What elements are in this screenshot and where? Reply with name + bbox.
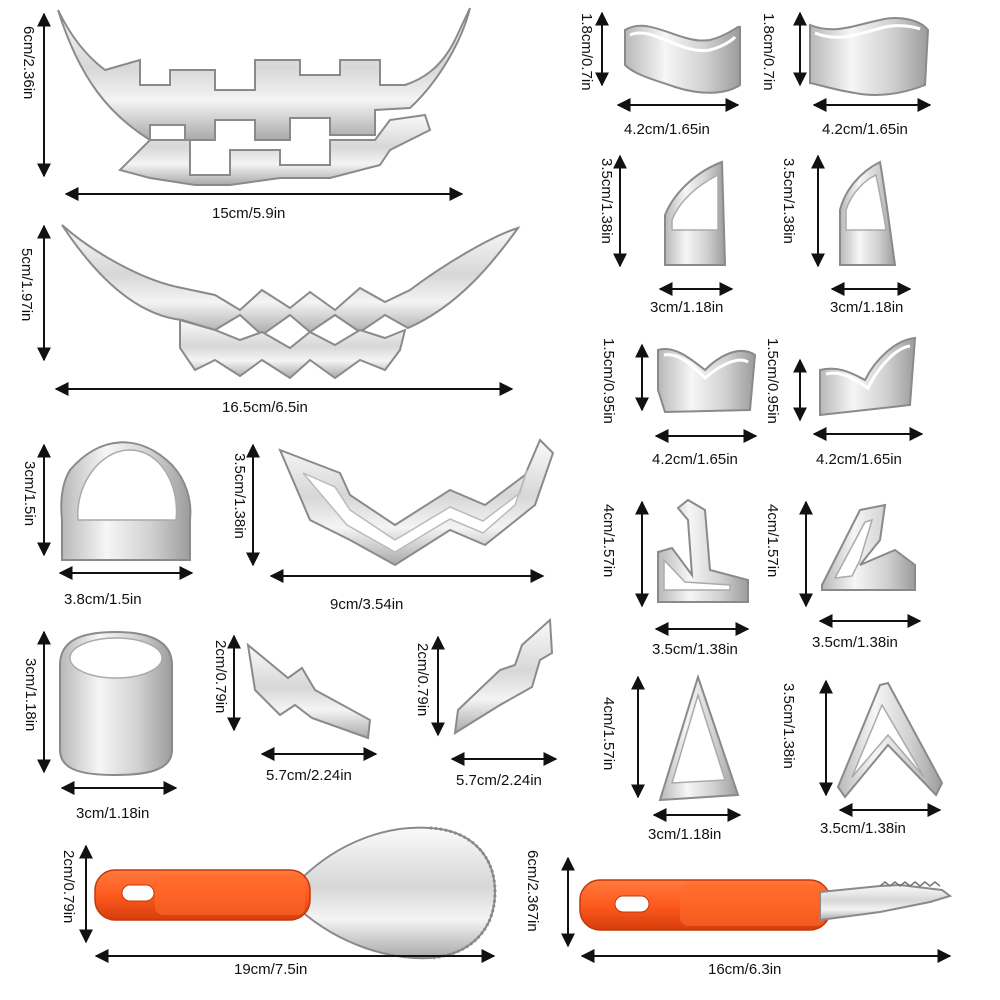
triangle-tall-dimension-lines bbox=[631, 675, 742, 822]
mouth-wide-icon bbox=[61, 224, 521, 380]
arrowhead-height-label: 3.5cm/1.38in bbox=[780, 683, 797, 769]
triangle-tall-icon bbox=[658, 673, 740, 802]
brow-left-dimension-lines bbox=[595, 11, 740, 112]
eye-slash-right-icon bbox=[453, 617, 554, 735]
arrowhead-width-label: 3.5cm/1.38in bbox=[820, 820, 906, 837]
mouth-zigzag-cutter: 3.5cm/1.38in 9cm/3.54in bbox=[215, 425, 560, 620]
saw-tool: 6cm/2.367in 16cm/6.3in bbox=[520, 820, 1000, 1000]
triangle-round-cutter: 3cm/1.5in 3.8cm/1.5in bbox=[0, 425, 215, 615]
check-right-cutter: 4cm/1.57in 3.5cm/1.38in bbox=[760, 490, 940, 655]
eye-slash-left-width-label: 5.7cm/2.24in bbox=[266, 767, 352, 784]
leaf-right-cutter: 3.5cm/1.38in 3cm/1.18in bbox=[760, 150, 940, 320]
arrowhead-dimension-lines bbox=[819, 679, 942, 817]
mouth-zigzag-width-label: 9cm/3.54in bbox=[330, 596, 404, 613]
eye-slash-right-height-label: 2cm/0.79in bbox=[414, 643, 431, 717]
scoop-tool-dimension-lines bbox=[79, 844, 496, 963]
saw-tool-dimension-lines bbox=[561, 856, 952, 963]
leaf-left-height-label: 3.5cm/1.38in bbox=[598, 158, 615, 244]
check-right-dimension-lines bbox=[799, 500, 922, 628]
triangle-tall-height-label: 4cm/1.57in bbox=[600, 697, 617, 771]
mouth-fangs-width-label: 15cm/5.9in bbox=[212, 205, 286, 222]
brow-left-icon bbox=[624, 24, 741, 94]
wing-right-dimension-lines bbox=[793, 358, 924, 441]
scoop-tool-width-label: 19cm/7.5in bbox=[234, 961, 308, 978]
saw-tool-icon bbox=[579, 879, 953, 931]
leaf-left-cutter: 3.5cm/1.38in 3cm/1.18in bbox=[580, 150, 760, 320]
check-right-height-label: 4cm/1.57in bbox=[764, 504, 781, 578]
mouth-fangs-height-label: 6cm/2.36in bbox=[20, 26, 37, 100]
arrowhead-icon bbox=[836, 681, 944, 799]
mouth-fangs-cutter: 6cm/2.36in 15cm/5.9in bbox=[0, 0, 500, 225]
triangle-round-icon bbox=[60, 441, 192, 561]
brow-right-icon bbox=[809, 17, 930, 96]
saw-tool-width-label: 16cm/6.3in bbox=[708, 961, 782, 978]
triangle-round-height-label: 3cm/1.5in bbox=[21, 461, 38, 527]
check-left-dimension-lines bbox=[635, 500, 750, 636]
eye-slash-left-icon bbox=[246, 642, 372, 740]
eye-slash-left-cutter: 2cm/0.79in 5.7cm/2.24in bbox=[200, 620, 400, 790]
saw-tool-height-label: 6cm/2.367in bbox=[524, 850, 541, 932]
brow-right-cutter: 1.8cm/0.7in 4.2cm/1.65in bbox=[760, 5, 940, 145]
mouth-zigzag-height-label: 3.5cm/1.38in bbox=[231, 453, 248, 539]
wing-left-dimension-lines bbox=[635, 343, 758, 443]
circle-icon bbox=[59, 630, 173, 777]
leaf-right-icon bbox=[839, 160, 897, 266]
brow-left-width-label: 4.2cm/1.65in bbox=[624, 121, 710, 138]
brow-left-cutter: 1.8cm/0.7in 4.2cm/1.65in bbox=[578, 5, 760, 145]
triangle-round-dimension-lines bbox=[37, 443, 194, 580]
scoop-tool-height-label: 2cm/0.79in bbox=[60, 850, 77, 924]
check-left-icon bbox=[657, 498, 749, 603]
eye-slash-right-width-label: 5.7cm/2.24in bbox=[456, 772, 542, 789]
brow-left-height-label: 1.8cm/0.7in bbox=[578, 13, 595, 91]
mouth-wide-dimension-lines bbox=[37, 224, 514, 396]
wing-right-height-label: 1.5cm/0.95in bbox=[764, 338, 781, 424]
wing-right-width-label: 4.2cm/1.65in bbox=[816, 451, 902, 468]
leaf-right-dimension-lines bbox=[811, 154, 912, 296]
mouth-wide-height-label: 5cm/1.97in bbox=[18, 248, 35, 322]
triangle-round-width-label: 3.8cm/1.5in bbox=[64, 591, 142, 608]
check-left-width-label: 3.5cm/1.38in bbox=[652, 641, 738, 658]
wing-right-icon bbox=[819, 336, 917, 417]
leaf-left-width-label: 3cm/1.18in bbox=[650, 299, 724, 316]
mouth-wide-width-label: 16.5cm/6.5in bbox=[222, 399, 308, 416]
mouth-zigzag-icon bbox=[278, 438, 555, 567]
leaf-right-width-label: 3cm/1.18in bbox=[830, 299, 904, 316]
triangle-tall-width-label: 3cm/1.18in bbox=[648, 826, 722, 843]
eye-slash-right-dimension-lines bbox=[431, 635, 558, 766]
mouth-fangs-icon bbox=[57, 7, 471, 186]
triangle-tall-cutter: 4cm/1.57in 3cm/1.18in bbox=[580, 665, 760, 845]
wing-left-icon bbox=[657, 348, 757, 414]
brow-right-width-label: 4.2cm/1.65in bbox=[822, 121, 908, 138]
circle-cutter: 3cm/1.18in 3cm/1.18in bbox=[0, 620, 200, 830]
check-right-icon bbox=[821, 503, 916, 591]
check-left-height-label: 4cm/1.57in bbox=[600, 504, 617, 578]
check-right-width-label: 3.5cm/1.38in bbox=[812, 634, 898, 651]
leaf-left-icon bbox=[664, 160, 727, 266]
eye-slash-right-cutter: 2cm/0.79in 5.7cm/2.24in bbox=[400, 615, 580, 795]
circle-height-label: 3cm/1.18in bbox=[22, 658, 39, 732]
leaf-left-dimension-lines bbox=[613, 154, 734, 296]
scoop-tool-icon bbox=[94, 826, 497, 960]
check-left-cutter: 4cm/1.57in 3.5cm/1.38in bbox=[580, 490, 760, 658]
circle-width-label: 3cm/1.18in bbox=[76, 805, 150, 822]
mouth-zigzag-dimension-lines bbox=[246, 443, 545, 583]
brow-right-dimension-lines bbox=[793, 11, 932, 112]
leaf-right-height-label: 3.5cm/1.38in bbox=[780, 158, 797, 244]
wing-right-cutter: 1.5cm/0.95in 4.2cm/1.65in bbox=[760, 330, 940, 475]
scoop-tool: 2cm/0.79in 19cm/7.5in bbox=[0, 820, 520, 1000]
eye-slash-left-dimension-lines bbox=[227, 634, 378, 761]
mouth-wide-cutter: 5cm/1.97in 16.5cm/6.5in bbox=[0, 220, 530, 415]
wing-left-width-label: 4.2cm/1.65in bbox=[652, 451, 738, 468]
mouth-fangs-dimension-lines bbox=[37, 12, 464, 201]
brow-right-height-label: 1.8cm/0.7in bbox=[760, 13, 777, 91]
wing-left-height-label: 1.5cm/0.95in bbox=[600, 338, 617, 424]
circle-dimension-lines bbox=[37, 630, 178, 795]
wing-left-cutter: 1.5cm/0.95in 4.2cm/1.65in bbox=[580, 330, 760, 475]
arrowhead-cutter: 3.5cm/1.38in 3.5cm/1.38in bbox=[760, 665, 960, 845]
eye-slash-left-height-label: 2cm/0.79in bbox=[212, 640, 229, 714]
